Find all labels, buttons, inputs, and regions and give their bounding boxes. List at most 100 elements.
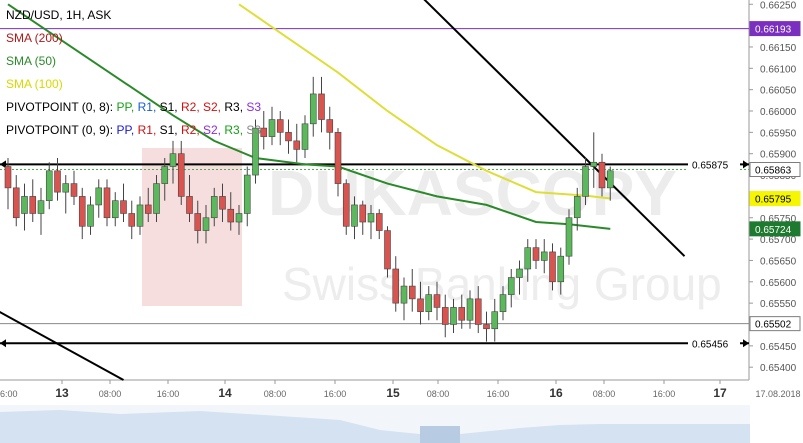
watermark-logo: [142, 148, 242, 306]
candle-body: [441, 307, 449, 325]
pivot-item-pp: PP,: [113, 100, 135, 114]
candle: [62, 175, 70, 214]
candle-body: [491, 311, 499, 330]
candle-body: [252, 127, 259, 176]
candle-body: [318, 93, 325, 120]
price-badge: [749, 221, 801, 237]
pivot-item-r1: R1,: [134, 123, 157, 137]
candle-body: [70, 183, 78, 197]
candle: [441, 294, 449, 338]
candle: [45, 162, 53, 210]
candle: [598, 153, 606, 197]
indicator-sma200[interactable]: SMA (200): [6, 27, 261, 50]
candle: [392, 256, 400, 312]
candle-body: [235, 213, 243, 223]
candle: [120, 183, 127, 223]
watermark-brand: DUKASCOPY: [268, 157, 677, 229]
candle: [400, 277, 408, 321]
candle: [243, 166, 251, 227]
candle: [450, 298, 457, 334]
candle-body: [62, 183, 70, 193]
price-badge-label: 0.65724: [755, 225, 792, 236]
candle: [549, 243, 556, 291]
x-tick-label: 16:00: [157, 389, 180, 399]
level-label-bg: [688, 157, 740, 172]
candle: [252, 119, 259, 184]
pivot-item-s3: S3: [243, 123, 262, 137]
candle-body: [582, 166, 589, 197]
candle: [227, 192, 235, 231]
x-tick-label: 13: [55, 386, 69, 400]
candle-body: [466, 298, 474, 321]
candle-body: [186, 196, 193, 214]
candle: [524, 239, 532, 282]
x-tick-label: 6:00: [0, 389, 18, 399]
candle: [367, 204, 375, 240]
candle: [70, 170, 78, 205]
candle-body: [499, 294, 507, 312]
pivot-item-r2: R2,: [177, 123, 200, 137]
candle-body: [144, 204, 152, 214]
pivot-item-r1: R1,: [134, 100, 157, 114]
candle-body: [169, 153, 177, 167]
candle: [29, 179, 37, 223]
indicator-sma100[interactable]: SMA (100): [6, 73, 261, 96]
pivot-item-r2: R2,: [177, 100, 200, 114]
candle-body: [474, 298, 482, 325]
price-badge: [749, 191, 801, 207]
candle: [103, 179, 111, 227]
x-tick-label: 14: [218, 386, 232, 400]
candle: [557, 247, 565, 295]
indicator-sma50[interactable]: SMA (50): [6, 50, 261, 73]
candle: [95, 179, 103, 218]
sma-yellow-line: [238, 3, 611, 200]
pivot-item-r3: R3,: [221, 100, 244, 114]
candle-body: [573, 196, 581, 219]
y-tick-label: 0.66050: [760, 86, 797, 97]
pivot-item-s1: S1,: [156, 100, 178, 114]
candle: [507, 268, 515, 308]
y-tick-label: 0.65900: [760, 150, 797, 161]
x-tick-label: 08:00: [264, 389, 287, 399]
trendline: [423, 0, 686, 257]
candle-body: [400, 285, 408, 304]
level-arrow-left: [0, 160, 6, 169]
candle: [342, 179, 350, 235]
horizontal-levels: 0.65875 0.65456: [0, 28, 749, 351]
candle: [78, 187, 86, 240]
candle-body: [392, 268, 400, 304]
candle-body: [359, 204, 367, 223]
level-arrow-right: [743, 339, 749, 348]
pivot-item-s1: S1,: [156, 123, 178, 137]
candle-body: [309, 93, 317, 125]
indicator-label: SMA (200): [6, 31, 63, 45]
candle: [483, 311, 490, 342]
candle: [516, 260, 523, 295]
candle: [532, 239, 540, 269]
chart-legend: NZD/USD, 1H, ASK SMA (200) SMA (50) SMA …: [6, 4, 261, 142]
y-tick-label: 0.65700: [760, 235, 797, 246]
candle: [573, 187, 581, 231]
price-badge: [749, 316, 801, 332]
candle-body: [268, 119, 276, 137]
candle: [408, 268, 416, 312]
candle: [235, 204, 243, 235]
pivot-item-s2: S2,: [199, 100, 222, 114]
y-tick-label: 0.65750: [760, 214, 797, 225]
candle: [268, 106, 276, 146]
candle-body: [375, 213, 383, 231]
x-tick-label: 16:00: [653, 389, 676, 399]
indicator-pivot-8[interactable]: PIVOTPOINT (0, 8): PP, R1, S1, R2, S2, R…: [6, 96, 261, 119]
candle-body: [227, 208, 235, 223]
candle: [334, 128, 342, 197]
candle-body: [29, 196, 37, 214]
indicator-pivot-9[interactable]: PIVOTPOINT (0, 9): PP, R1, S1, R2, S2, R…: [6, 119, 261, 142]
y-tick-label: 0.66100: [760, 64, 797, 75]
candle: [260, 111, 268, 150]
candle-body: [95, 187, 103, 206]
candle: [351, 196, 358, 240]
candle-body: [516, 268, 523, 278]
